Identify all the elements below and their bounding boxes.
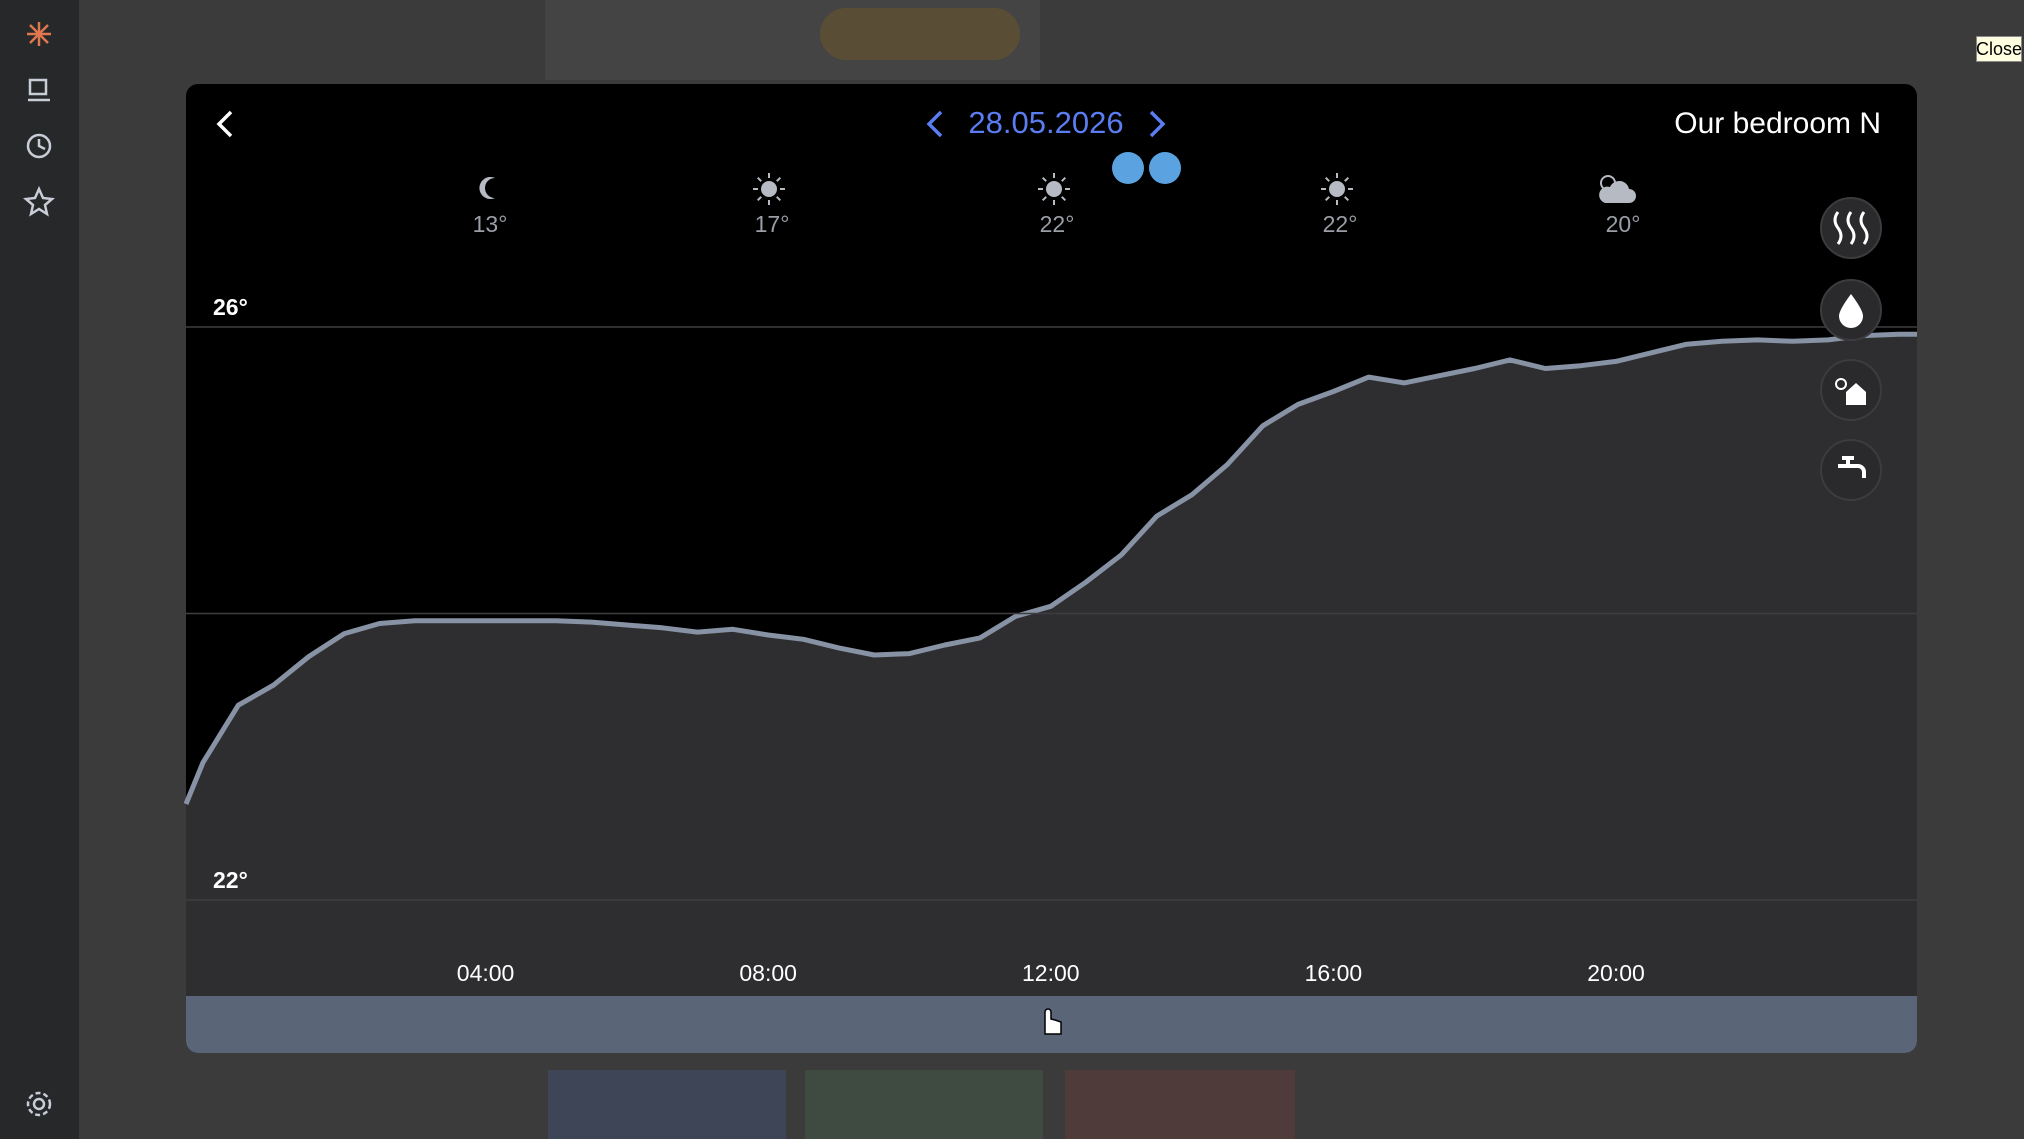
sun-ray [1041,196,1047,202]
sun-ray [1324,196,1330,202]
sun [1329,181,1345,197]
bg-card [1065,1070,1295,1139]
y-tick-label: 26° [213,294,248,320]
x-tick-label: 08:00 [739,960,797,986]
prev-day[interactable] [926,110,943,138]
line [183,331,1917,805]
x-tick-label: 16:00 [1305,960,1363,986]
next-day[interactable] [1149,110,1166,138]
x-tick-label: 04:00 [457,960,515,986]
hand-icon [1044,1008,1062,1035]
sun-ray [776,196,782,202]
bg-card [805,1070,1043,1139]
bg-card [548,1070,786,1139]
sun-ray [1041,176,1047,182]
x-tick-label: 20:00 [1587,960,1645,986]
mode-buttons[interactable] [1820,197,1882,501]
x-tick-label: 12:00 [1022,960,1080,986]
weather-icons [479,173,1636,205]
sun-ray [1061,196,1067,202]
sun-ray [1344,176,1350,182]
forecast-temp: 17° [755,211,790,237]
sun-ray [776,176,782,182]
forecast-temp: 20° [1606,211,1641,237]
area [186,334,1917,996]
room-title: Our bedroom N [1674,107,1881,140]
bg-button [820,8,1020,60]
sun [1046,181,1062,197]
sun-ray [1344,196,1350,202]
close-button[interactable]: Close [1976,36,2022,62]
sun-ray [756,176,762,182]
sun-ray [1061,176,1067,182]
sidebar [0,0,79,1139]
back-button[interactable] [216,110,233,138]
date: 28.05.2026 [968,105,1123,140]
droplets [1112,152,1181,184]
forecast-temp: 22° [1323,211,1358,237]
sidebar-icons[interactable] [23,22,55,1117]
forecast-temp: 13° [473,211,508,237]
sun-ray [756,196,762,202]
forecast-temp: 22° [1040,211,1075,237]
sun-ray [1324,176,1330,182]
plot: 26° 22° 04:00 08:00 12:00 16:00 20:00 [183,294,1917,996]
y-tick-label: 22° [213,867,248,893]
sun [761,181,777,197]
